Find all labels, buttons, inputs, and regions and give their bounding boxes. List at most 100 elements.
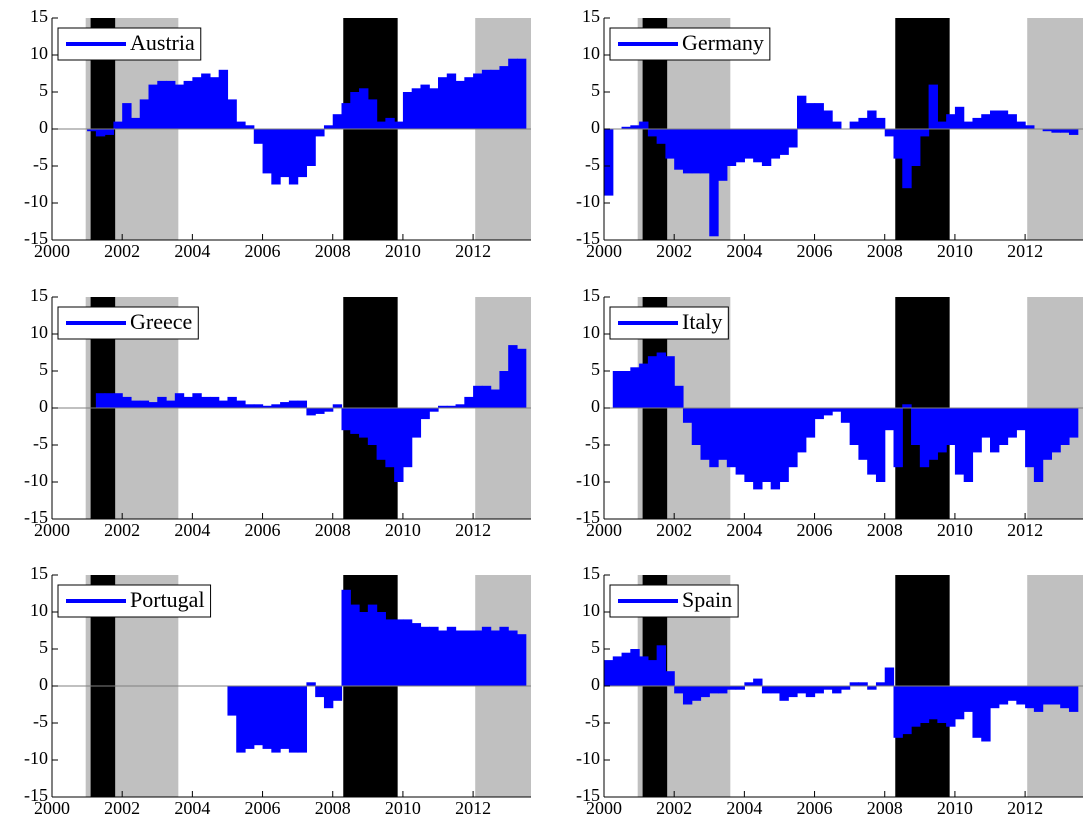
bar — [130, 400, 141, 408]
bar — [621, 371, 631, 408]
bar — [647, 660, 658, 686]
bar — [779, 408, 789, 482]
panel: -15 -10 -5 0 5 10 15 2000 2002 2004 2006 2008 2010 20… — [576, 6, 1083, 261]
bar — [682, 129, 693, 174]
bar — [166, 400, 176, 408]
bar — [1068, 408, 1079, 438]
bar — [990, 408, 1000, 453]
bar — [700, 129, 710, 174]
y-tick-label: 15 — [30, 563, 48, 583]
bar — [367, 99, 378, 129]
bar — [919, 408, 930, 468]
bar — [113, 393, 123, 408]
bar — [823, 110, 833, 129]
bar — [919, 129, 930, 137]
bar — [385, 619, 395, 686]
y-tick-label: 15 — [582, 563, 600, 583]
bar — [858, 117, 868, 129]
bar — [411, 623, 422, 686]
bar — [981, 408, 991, 438]
bar — [849, 408, 860, 445]
x-tick-label: 2002 — [104, 241, 140, 261]
bar — [674, 129, 684, 170]
bar — [271, 404, 281, 408]
bar — [280, 402, 290, 408]
bar — [446, 73, 457, 129]
bar — [805, 686, 816, 698]
bar — [104, 393, 115, 408]
x-tick-label: 2004 — [174, 241, 210, 261]
y-tick-label: 5 — [591, 637, 600, 657]
bar — [937, 408, 947, 453]
y-tick-label: 15 — [30, 6, 48, 26]
bar — [911, 129, 921, 166]
y-tick-label: 10 — [582, 43, 600, 63]
bar — [639, 121, 649, 129]
bar — [183, 396, 193, 408]
bar — [621, 126, 631, 129]
x-tick-label: 2010 — [937, 520, 973, 540]
bar — [805, 103, 816, 129]
bar — [726, 129, 737, 166]
bar — [674, 385, 684, 408]
bar — [446, 405, 457, 408]
bar — [726, 408, 737, 468]
bar — [367, 408, 378, 445]
bar — [473, 385, 483, 408]
bar — [280, 686, 290, 749]
y-tick-label: 5 — [39, 637, 48, 657]
legend-label: Portugal — [130, 587, 205, 612]
bar — [893, 686, 903, 738]
y-tick-label: 15 — [30, 285, 48, 305]
bar — [902, 129, 912, 189]
bar — [481, 626, 492, 686]
bar — [858, 682, 868, 686]
bar — [832, 686, 842, 694]
y-tick-label: 10 — [582, 322, 600, 342]
x-tick-label: 2000 — [586, 241, 622, 261]
x-tick-label: 2008 — [315, 241, 351, 261]
bar — [1042, 129, 1053, 132]
bar — [499, 626, 509, 686]
bar — [893, 408, 903, 468]
bar — [621, 652, 631, 686]
bar — [218, 400, 229, 408]
y-tick-label: 5 — [39, 80, 48, 100]
bar — [709, 686, 719, 694]
bar — [937, 686, 947, 723]
x-tick-label: 2006 — [797, 520, 833, 540]
bar — [262, 129, 272, 174]
x-tick-label: 2012 — [455, 798, 491, 818]
bar — [744, 129, 754, 159]
bar — [402, 92, 413, 129]
x-tick-label: 2002 — [656, 798, 692, 818]
y-tick-label: 15 — [582, 285, 600, 305]
bar — [954, 106, 965, 129]
bar — [236, 121, 246, 129]
bar — [218, 69, 229, 129]
bar — [682, 408, 693, 423]
bar — [139, 400, 150, 408]
bar — [245, 404, 255, 408]
y-tick-label: 10 — [582, 600, 600, 620]
bar — [350, 408, 360, 434]
x-tick-label: 2002 — [656, 241, 692, 261]
bar — [122, 103, 132, 129]
y-tick-label: -5 — [33, 433, 48, 453]
bar — [718, 129, 728, 181]
bar — [911, 408, 921, 445]
bar — [104, 129, 115, 135]
legend: Italy — [609, 306, 729, 340]
bar — [481, 385, 492, 408]
bar — [709, 408, 719, 468]
bar — [911, 686, 921, 727]
bar — [253, 404, 264, 408]
bar — [245, 686, 255, 749]
y-tick-label: 10 — [30, 43, 48, 63]
bar — [192, 393, 202, 408]
bar — [665, 671, 675, 686]
bar — [508, 345, 518, 408]
bar — [674, 686, 684, 694]
x-tick-label: 2010 — [385, 241, 421, 261]
bar — [438, 405, 448, 408]
